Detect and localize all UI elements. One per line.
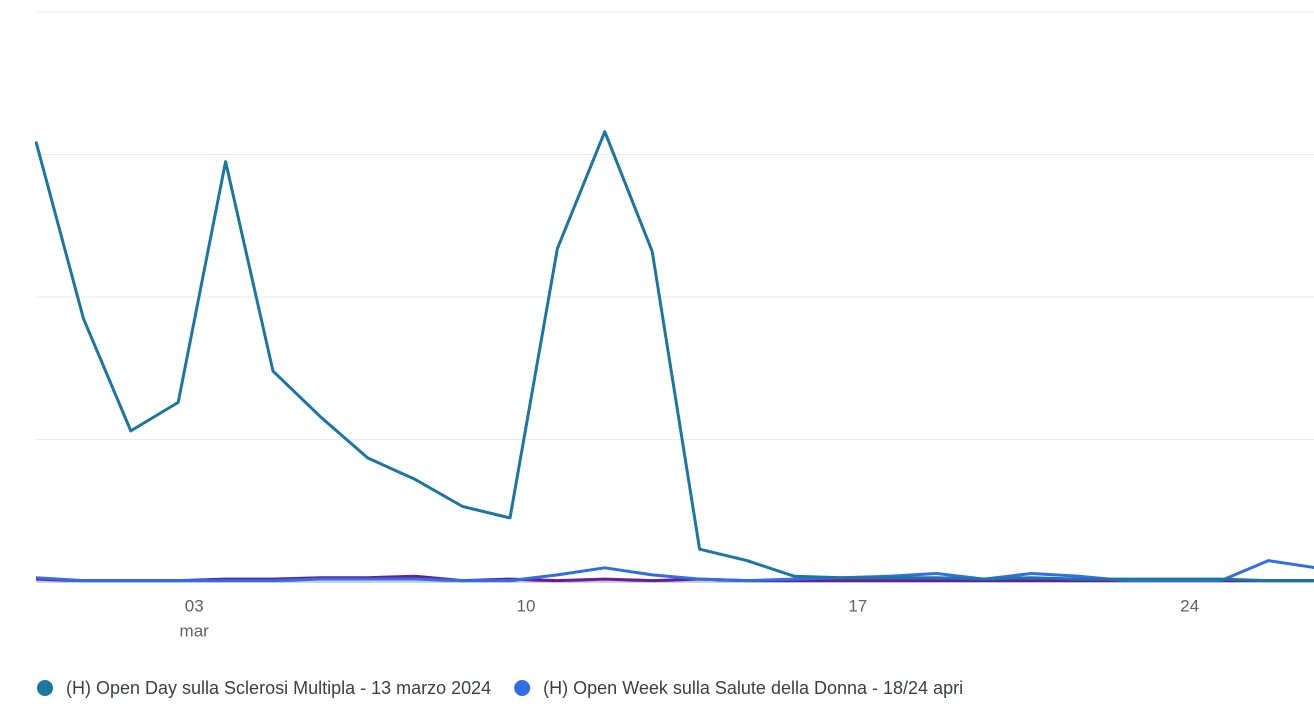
month-label: mar [180, 621, 210, 640]
legend-swatch [514, 680, 531, 696]
x-tick-label: 03 [185, 596, 204, 615]
x-tick-label: 24 [1180, 596, 1199, 615]
legend-swatch [37, 680, 53, 696]
x-tick-label: 17 [848, 596, 867, 615]
series-line [34, 130, 1314, 583]
lines [34, 130, 1314, 583]
x-axis: 03 10 17 24 mar [180, 596, 1200, 640]
legend: (H) Open Day sulla Sclerosi Multipla - 1… [37, 678, 963, 698]
x-tick-label: 10 [517, 596, 536, 615]
grid [36, 11, 1314, 583]
legend-label: (H) Open Day sulla Sclerosi Multipla - 1… [66, 678, 491, 698]
legend-label: (H) Open Week sulla Salute della Donna -… [543, 678, 963, 698]
